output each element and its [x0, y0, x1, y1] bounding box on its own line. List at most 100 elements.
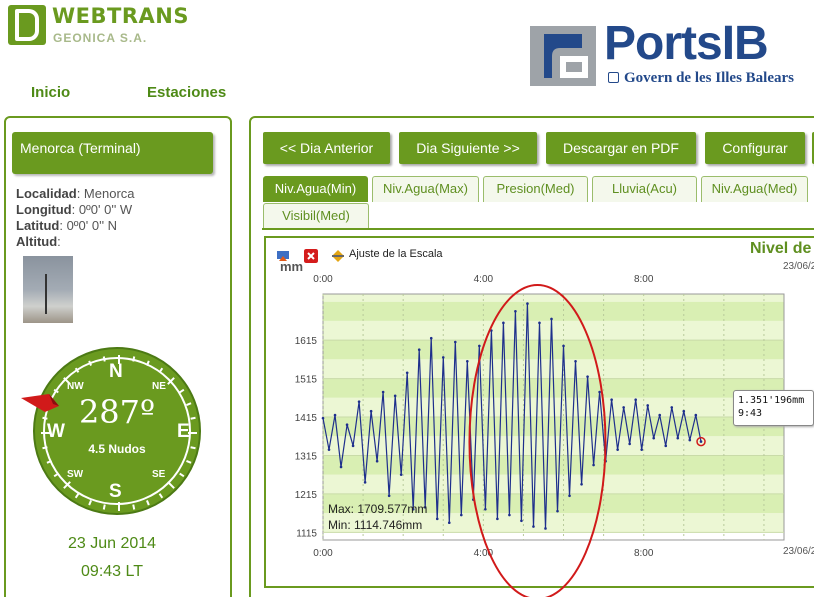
tab-lluvia-acu[interactable]: Lluvia(Acu): [592, 176, 697, 202]
chart-date-top: 23/06/2: [783, 261, 814, 272]
data-point: [405, 371, 409, 375]
data-point: [682, 409, 686, 413]
data-point: [423, 506, 427, 509]
x-tick-label: 0:00: [313, 548, 333, 559]
nav-estaciones-link[interactable]: Estaciones: [147, 84, 227, 101]
data-point: [484, 507, 487, 511]
compass-nw: NW: [67, 381, 84, 392]
data-point: [453, 340, 457, 344]
partner-title: PortsIB: [604, 17, 769, 70]
more-button[interactable]: [812, 132, 814, 164]
data-point: [429, 336, 433, 340]
chart-band: [323, 320, 784, 341]
compass-se: SE: [152, 469, 166, 480]
data-point: [339, 465, 343, 469]
brand-subtitle: GEONICA S.A.: [53, 31, 148, 45]
data-point: [333, 413, 337, 417]
data-point: [634, 398, 637, 402]
station-panel: [4, 116, 232, 597]
compass-s: S: [109, 481, 122, 502]
tooltip-time: 9:43: [738, 408, 763, 419]
latitud-value: 0º0' 0'' N: [66, 218, 118, 233]
compass-tick: [158, 493, 164, 499]
data-point: [628, 442, 631, 446]
data-point: [466, 359, 469, 363]
previous-day-button[interactable]: << Dia Anterior: [263, 132, 390, 164]
chart-band: [323, 455, 784, 475]
chart-band: [323, 513, 784, 533]
scale-adjust-label[interactable]: Ajuste de la Escala: [349, 248, 443, 260]
station-photo[interactable]: [23, 256, 73, 323]
y-tick-label: 1515: [295, 375, 318, 386]
data-point: [652, 436, 656, 440]
y-tick-label: 1315: [295, 451, 318, 462]
compass-tick: [118, 502, 120, 511]
current-date: 23 Jun 2014: [67, 535, 157, 552]
x-tick-label-top: 8:00: [634, 274, 654, 285]
max-value: Max: 1709.577mm: [328, 502, 428, 516]
close-icon[interactable]: [304, 249, 318, 263]
water-level-chart[interactable]: 1115 1215 1315 1415 1515 1615 0:00 0:00 4:00 4:00…: [268, 266, 814, 597]
chart-date-bottom: 23/06/2: [783, 546, 814, 557]
compass-tick: [167, 481, 175, 489]
tab-underline: [262, 228, 814, 230]
partner-subtitle: Govern de les Illes Balears: [608, 70, 794, 87]
tab-niv-agua-min[interactable]: Niv.Agua(Min): [263, 176, 368, 202]
data-point: [574, 359, 577, 363]
tab-niv-agua-med[interactable]: Niv.Agua(Med): [701, 176, 808, 202]
station-name-tab[interactable]: Menorca (Terminal): [12, 132, 213, 174]
y-tick-label: 1215: [295, 490, 318, 501]
data-point: [532, 525, 535, 528]
longitud-label: Longitud: [16, 202, 72, 217]
compass-tick: [118, 355, 120, 364]
chart-band: [323, 417, 784, 437]
export-icon[interactable]: [276, 249, 290, 263]
data-point: [562, 344, 565, 348]
data-point: [556, 509, 559, 513]
nav-inicio-link[interactable]: Inicio: [31, 84, 71, 101]
download-pdf-button[interactable]: Descargar en PDF: [546, 132, 696, 164]
next-day-button[interactable]: Dia Siguiente >>: [399, 132, 537, 164]
chart-stats: Max: 1709.577mm Min: 1114.746mm: [328, 501, 427, 533]
portsib-logo-icon: [530, 26, 596, 86]
data-point: [502, 321, 505, 325]
tab-niv-agua-max[interactable]: Niv.Agua(Max): [372, 176, 479, 202]
brand-title: WEBTRANS: [52, 4, 189, 28]
data-point: [592, 463, 595, 467]
data-point: [447, 521, 451, 525]
data-point: [393, 394, 397, 398]
compass-tick: [186, 460, 192, 464]
tab-presion-med[interactable]: Presion(Med): [483, 176, 588, 202]
chart-band: [323, 294, 784, 302]
y-tick-label: 1615: [295, 336, 318, 347]
data-point: [616, 448, 619, 451]
chart-band: [323, 436, 784, 456]
data-point: [441, 356, 445, 359]
data-point: [351, 444, 355, 448]
compass-tick: [88, 500, 92, 506]
data-point: [670, 406, 674, 409]
series-line: [322, 303, 702, 529]
x-tick-label-top: 4:00: [474, 274, 494, 285]
chart-tooltip: 1.351'196mm 9:43: [733, 390, 814, 426]
compass-sw: SW: [67, 469, 84, 480]
data-point: [544, 527, 547, 530]
data-point: [345, 423, 349, 426]
compass-tick: [74, 493, 80, 499]
configure-button[interactable]: Configurar: [705, 132, 805, 164]
data-point: [381, 390, 385, 394]
scale-adjust-icon[interactable]: [331, 249, 345, 263]
localidad-label: Localidad: [16, 186, 77, 201]
data-point: [688, 438, 692, 442]
data-point: [538, 321, 541, 325]
seal-icon: [608, 72, 619, 83]
longitud-value: 0º0' 0'' W: [78, 202, 133, 217]
data-point: [646, 404, 650, 407]
chart-title: Nivel de: [750, 240, 812, 257]
wind-direction: 287º: [78, 393, 156, 431]
tab-visibil-med[interactable]: Visibil(Med): [263, 203, 369, 229]
tooltip-value: 1.351'196mm: [738, 395, 805, 406]
data-point: [508, 513, 511, 517]
x-tick-label: 4:00: [474, 548, 494, 559]
current-point-marker: [696, 436, 706, 447]
